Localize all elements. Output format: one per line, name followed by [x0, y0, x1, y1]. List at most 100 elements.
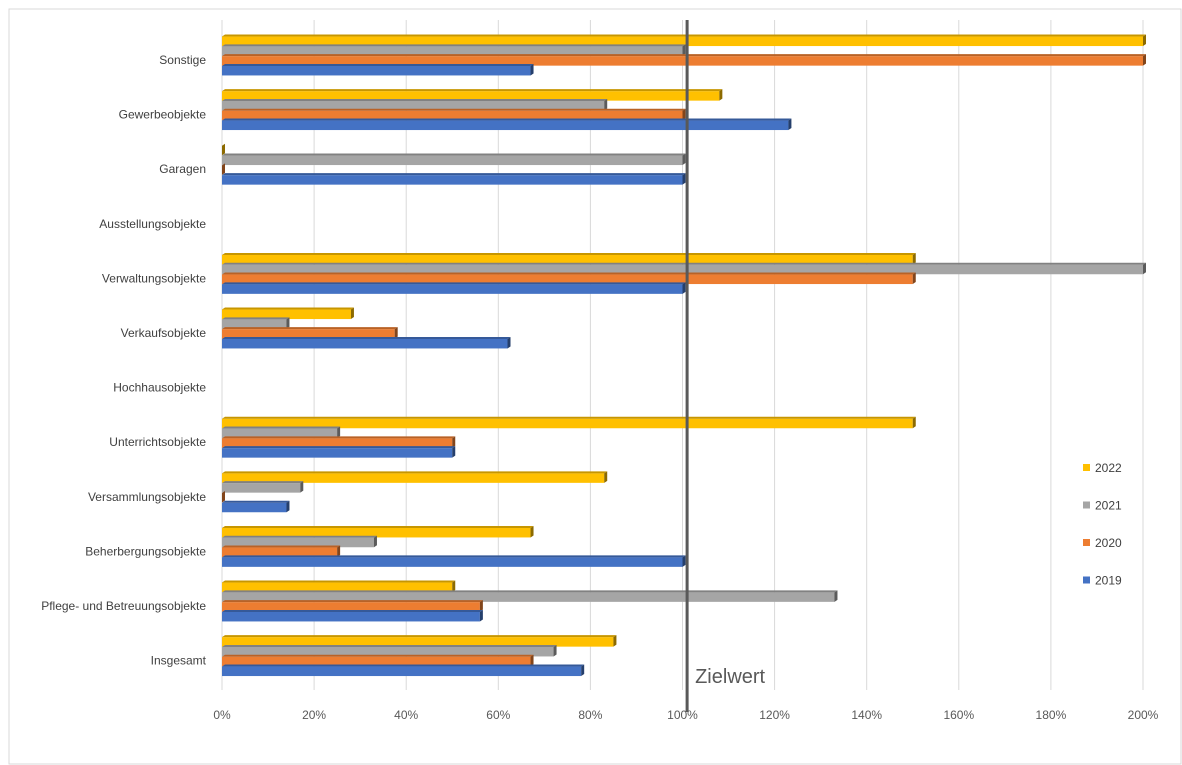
category-label: Versammlungsobjekte — [88, 490, 206, 504]
bar — [222, 481, 304, 493]
bar-side — [479, 609, 483, 622]
bar-face — [222, 428, 338, 439]
reference: Zielwert — [685, 20, 766, 712]
bar-face — [222, 592, 835, 602]
bar-side — [452, 580, 456, 593]
bar-top — [222, 446, 456, 449]
bar-side — [1143, 34, 1146, 47]
bar-side — [788, 118, 792, 131]
bar-face — [222, 611, 480, 622]
bar-top — [222, 426, 341, 429]
bar — [222, 545, 341, 558]
category-label: Hochhausobjekte — [113, 381, 206, 395]
bar — [222, 644, 557, 657]
bar-face — [222, 338, 508, 349]
bar-face — [222, 418, 913, 429]
bar-face — [222, 65, 531, 76]
bar-face — [222, 656, 531, 667]
bar-face — [222, 309, 351, 320]
bar-top — [222, 535, 377, 538]
bar — [222, 500, 290, 513]
bar-top — [222, 307, 354, 310]
bar-side — [452, 446, 456, 458]
bar-side — [912, 272, 916, 285]
bar-side — [350, 307, 354, 320]
bar — [222, 609, 483, 622]
bar-side — [1143, 54, 1146, 66]
bar — [222, 436, 456, 448]
bar-side — [222, 143, 225, 156]
x-tick-label: 80% — [578, 708, 602, 722]
bar-top — [222, 635, 617, 638]
x-tick-label: 200% — [1128, 708, 1159, 722]
bar-side — [834, 590, 838, 602]
bar-top — [222, 644, 557, 647]
category-label: Verwaltungsobjekte — [102, 271, 206, 285]
bar-top — [222, 664, 585, 667]
bar — [222, 416, 916, 429]
bar-side — [530, 654, 534, 667]
bar — [222, 471, 608, 483]
bar-face — [222, 319, 287, 329]
bar-side — [337, 426, 341, 439]
bar-face — [222, 100, 605, 111]
category-label: Verkaufsobjekte — [121, 326, 207, 340]
bar-face — [222, 56, 1144, 66]
bar-side — [222, 490, 225, 503]
legend: 2022 2021 2020 2019 — [1083, 461, 1122, 588]
bars — [222, 34, 1146, 677]
bar — [222, 600, 483, 612]
category-label: Gewerbeobjekte — [119, 108, 207, 122]
bar-top — [222, 89, 723, 92]
x-tick-label: 160% — [943, 708, 974, 722]
bar-side — [300, 481, 304, 493]
bar-side — [222, 163, 225, 175]
bar-top — [222, 54, 1146, 57]
bar-top — [222, 609, 483, 612]
bar — [222, 446, 456, 458]
bar-face — [222, 483, 301, 493]
category-label: Pflege- und Betreuungsobjekte — [41, 599, 206, 613]
x-tick-label: 20% — [302, 708, 326, 722]
bar — [222, 118, 792, 131]
x-tick-label: 100% — [667, 708, 698, 722]
bar-face — [222, 155, 683, 166]
bar-face — [222, 36, 1144, 47]
bar-side — [581, 664, 585, 677]
bar-top — [222, 173, 686, 176]
bar-side — [604, 98, 608, 111]
bar-top — [222, 545, 341, 548]
bar-top — [222, 590, 838, 593]
bar-face — [222, 473, 605, 483]
bar-side — [613, 635, 617, 647]
bar-top — [222, 282, 686, 285]
bar-face — [222, 448, 453, 458]
bar-side — [507, 336, 511, 349]
bar-side — [479, 600, 483, 612]
bar-face — [222, 120, 789, 131]
x-tick-label: 40% — [394, 708, 418, 722]
category-label: Sonstige — [159, 53, 206, 67]
bar — [222, 490, 225, 503]
bar-top — [222, 262, 1146, 265]
bar-face — [222, 557, 683, 567]
bar — [222, 63, 534, 76]
target-label: Zielwert — [695, 666, 765, 688]
bar-face — [222, 537, 374, 548]
bar-face — [222, 547, 338, 558]
bar — [222, 327, 398, 339]
bar — [222, 54, 1146, 66]
x-tick-label: 0% — [213, 708, 231, 722]
bar-side — [682, 282, 686, 294]
bar-top — [222, 416, 916, 419]
bar — [222, 307, 354, 320]
bar-top — [222, 63, 534, 66]
bar-side — [337, 545, 341, 558]
bar — [222, 426, 341, 439]
bar-top — [222, 327, 398, 330]
bar-side — [682, 173, 686, 185]
bar-top — [222, 317, 290, 320]
bar-side — [286, 500, 290, 513]
bar — [222, 98, 608, 111]
